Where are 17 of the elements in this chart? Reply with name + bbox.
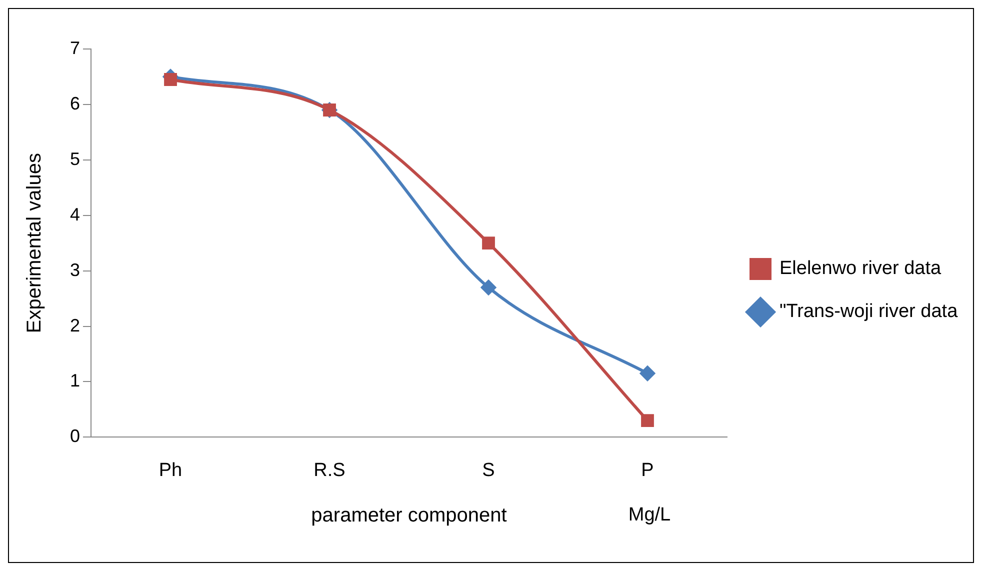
x-tick-label: R.S [314,460,346,481]
text: Mg/L [628,504,671,526]
y-tick-label: 4 [70,204,80,224]
x-tick-label: Ph [158,460,182,481]
y-tick-label: 7 [70,38,80,58]
y-tick-label: 2 [70,315,80,336]
y-tick-label: 5 [70,148,80,169]
legend-label: "Trans-woji river data [780,301,958,322]
x-tick-label: S [482,460,495,481]
x-axis-title: parameter component [311,504,508,527]
y-tick-label: 6 [70,93,80,114]
y-tick-label: 0 [70,426,80,446]
legend-label: Elelenwo river data [780,258,942,280]
x-tick-label: P [641,460,654,481]
y-tick-label: 1 [70,370,80,391]
y-axis-title: Experimental values [24,153,46,334]
y-tick-label: 3 [70,260,80,280]
